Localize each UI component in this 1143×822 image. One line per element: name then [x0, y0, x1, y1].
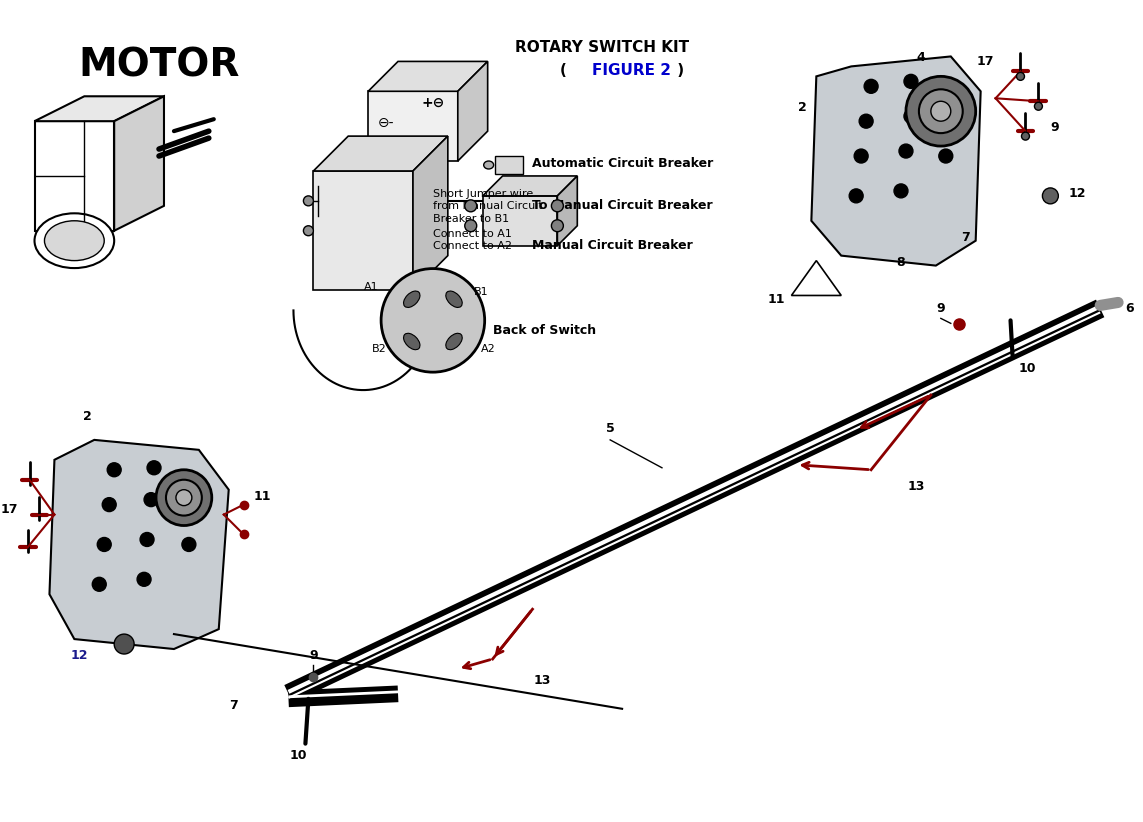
Text: 2: 2 — [798, 101, 806, 114]
Circle shape — [97, 538, 111, 552]
Text: B1: B1 — [474, 287, 489, 297]
Circle shape — [141, 533, 154, 547]
Text: Manual Circuit Breaker: Manual Circuit Breaker — [533, 239, 694, 252]
Polygon shape — [34, 121, 114, 231]
Text: 10: 10 — [289, 749, 307, 762]
Circle shape — [381, 269, 485, 372]
Text: Automatic Circuit Breaker: Automatic Circuit Breaker — [533, 156, 713, 169]
Circle shape — [465, 219, 477, 232]
Text: 12: 12 — [71, 649, 88, 662]
Text: 2: 2 — [83, 410, 91, 423]
Text: Short Jumper wire
from Manual Circuit
Breaker to B1: Short Jumper wire from Manual Circuit Br… — [433, 189, 543, 224]
Text: 7: 7 — [961, 231, 970, 243]
Text: ): ) — [672, 63, 684, 78]
Text: Back of Switch: Back of Switch — [493, 324, 596, 337]
Text: 17: 17 — [0, 503, 17, 516]
Text: 12: 12 — [1069, 187, 1086, 201]
Text: (: ( — [560, 63, 573, 78]
Text: MOTOR: MOTOR — [79, 47, 240, 85]
Text: ROTARY SWITCH KIT: ROTARY SWITCH KIT — [515, 39, 689, 54]
Circle shape — [155, 469, 211, 525]
Text: 6: 6 — [1125, 302, 1134, 315]
Polygon shape — [313, 136, 448, 171]
Text: ⊖-: ⊖- — [378, 116, 394, 130]
Polygon shape — [482, 176, 577, 196]
Ellipse shape — [446, 291, 462, 307]
Polygon shape — [812, 57, 981, 266]
Circle shape — [906, 76, 976, 146]
Circle shape — [107, 463, 121, 477]
Circle shape — [904, 109, 918, 123]
Circle shape — [904, 74, 918, 88]
Ellipse shape — [483, 161, 494, 169]
Polygon shape — [458, 62, 488, 161]
Circle shape — [176, 490, 192, 506]
Text: B2: B2 — [371, 344, 386, 354]
Text: 11: 11 — [254, 490, 271, 502]
Circle shape — [864, 80, 878, 93]
Text: To Manual Circuit Breaker: To Manual Circuit Breaker — [533, 199, 713, 212]
Circle shape — [102, 497, 117, 511]
Circle shape — [894, 184, 908, 198]
Polygon shape — [368, 91, 458, 161]
Text: 17: 17 — [977, 55, 994, 68]
Ellipse shape — [403, 333, 419, 349]
Circle shape — [849, 189, 863, 203]
Text: 10: 10 — [1018, 363, 1036, 375]
Polygon shape — [558, 176, 577, 246]
Text: FIGURE 2: FIGURE 2 — [592, 63, 671, 78]
Circle shape — [938, 149, 953, 163]
Text: 5: 5 — [606, 422, 615, 435]
Text: Connect to A1
Connect to A2: Connect to A1 Connect to A2 — [433, 229, 512, 252]
Text: 9: 9 — [1050, 121, 1060, 134]
Circle shape — [854, 149, 869, 163]
Text: 13: 13 — [908, 480, 925, 492]
Circle shape — [1016, 72, 1024, 81]
Circle shape — [551, 219, 563, 232]
Circle shape — [900, 144, 913, 158]
Polygon shape — [413, 136, 448, 290]
Circle shape — [551, 200, 563, 212]
Ellipse shape — [446, 333, 462, 349]
Circle shape — [303, 226, 313, 236]
Polygon shape — [49, 440, 229, 649]
Text: 11: 11 — [768, 293, 785, 307]
Circle shape — [1034, 102, 1042, 110]
Text: 4: 4 — [917, 52, 926, 64]
Circle shape — [93, 577, 106, 591]
Circle shape — [144, 492, 158, 506]
Polygon shape — [368, 62, 488, 91]
Text: +⊖: +⊖ — [422, 96, 445, 110]
Circle shape — [114, 634, 134, 654]
Circle shape — [930, 101, 951, 121]
Text: 9: 9 — [309, 649, 318, 662]
Circle shape — [944, 90, 958, 104]
Circle shape — [919, 90, 962, 133]
Polygon shape — [482, 196, 558, 246]
Ellipse shape — [403, 291, 419, 307]
Circle shape — [137, 572, 151, 586]
Polygon shape — [114, 96, 163, 231]
Text: A1: A1 — [363, 282, 378, 292]
Circle shape — [166, 480, 202, 515]
Circle shape — [1022, 132, 1030, 140]
Ellipse shape — [34, 213, 114, 268]
Text: A2: A2 — [481, 344, 496, 354]
Polygon shape — [313, 171, 413, 290]
Polygon shape — [34, 96, 163, 121]
Circle shape — [860, 114, 873, 128]
Circle shape — [147, 461, 161, 475]
Circle shape — [182, 538, 195, 552]
Circle shape — [303, 196, 313, 206]
Text: 13: 13 — [534, 674, 551, 687]
Circle shape — [465, 200, 477, 212]
Text: 7: 7 — [230, 699, 238, 712]
FancyBboxPatch shape — [495, 156, 522, 174]
Text: 8: 8 — [896, 256, 905, 269]
Text: 9: 9 — [936, 302, 945, 316]
Ellipse shape — [45, 221, 104, 261]
Circle shape — [1042, 188, 1058, 204]
